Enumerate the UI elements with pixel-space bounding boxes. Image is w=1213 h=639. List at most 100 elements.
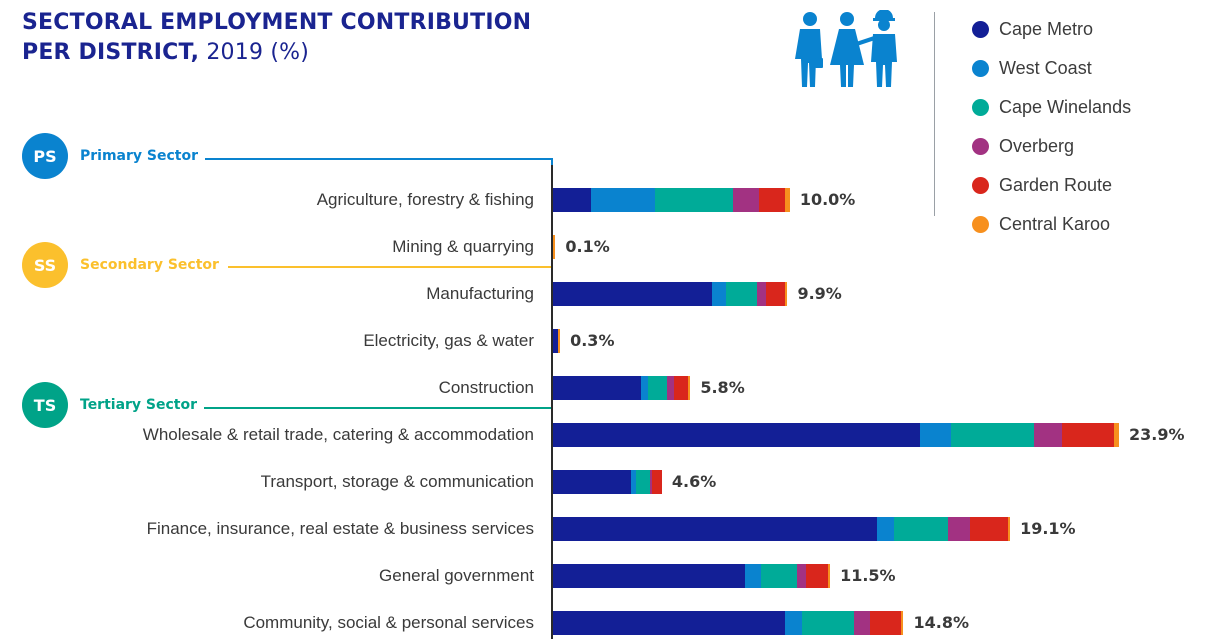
stacked-bar: [553, 564, 831, 588]
tertiary-sector: TS Tertiary Sector: [22, 382, 197, 428]
bar-segment: [553, 423, 921, 447]
bar-segment: [640, 376, 648, 400]
stacked-bar: [553, 611, 904, 635]
stacked-bar: [553, 376, 691, 400]
legend-item-overberg: Overberg: [972, 127, 1131, 166]
legend-divider: [934, 12, 935, 216]
legend-item-cape-winelands: Cape Winelands: [972, 88, 1131, 127]
title-line-2: PER DISTRICT, 2019 (%): [22, 38, 531, 68]
category-label: Transport, storage & communication: [260, 472, 534, 491]
category-label: Construction: [438, 378, 534, 397]
bar-segment: [654, 188, 733, 212]
legend-swatch: [972, 60, 989, 77]
bar-segment: [785, 611, 802, 635]
legend-item-central-karoo: Central Karoo: [972, 205, 1131, 244]
bar-segment: [553, 611, 786, 635]
value-label: 23.9%: [1129, 425, 1185, 444]
legend-label: Garden Route: [999, 175, 1113, 195]
category-label: Electricity, gas & water: [363, 331, 534, 350]
bar-segment: [652, 470, 662, 494]
legend-swatch: [972, 21, 989, 38]
bar-segment: [877, 517, 894, 541]
bar-segment: [796, 564, 807, 588]
bar-segment: [1007, 517, 1011, 541]
bar-segment: [948, 517, 970, 541]
bar-segment: [673, 376, 688, 400]
legend-swatch: [972, 177, 989, 194]
stacked-bar: [553, 517, 1011, 541]
chart-row: General government 11.5%: [0, 564, 1213, 588]
tertiary-sector-label: Tertiary Sector: [80, 397, 198, 413]
value-label: 9.9%: [797, 284, 842, 303]
category-label: Wholesale & retail trade, catering & acc…: [142, 425, 534, 444]
bar-segment: [759, 188, 786, 212]
primary-sector: PS Primary Sector: [22, 133, 198, 179]
category-label: General government: [379, 566, 534, 585]
secondary-sector: SS Secondary Sector: [22, 242, 219, 288]
value-label: 0.1%: [565, 237, 610, 256]
value-label: 5.8%: [700, 378, 745, 397]
bar-segment: [894, 517, 949, 541]
bar-segment: [553, 188, 591, 212]
bar-segment: [553, 470, 632, 494]
chart-row: Manufacturing 9.9%: [0, 282, 1213, 306]
category-label: Finance, insurance, real estate & busine…: [146, 519, 534, 538]
bar-segment: [1033, 423, 1063, 447]
value-label: 14.8%: [913, 613, 969, 632]
bar-segment: [725, 282, 757, 306]
value-label: 19.1%: [1020, 519, 1076, 538]
bar-segment: [553, 564, 745, 588]
stacked-bar: [553, 470, 662, 494]
legend-label: Cape Metro: [999, 19, 1094, 39]
chart-row: Wholesale & retail trade, catering & acc…: [0, 423, 1213, 447]
bar-segment: [635, 470, 651, 494]
stacked-bar: [553, 423, 1119, 447]
bar-segment: [766, 282, 786, 306]
chart-row: Agriculture, forestry & fishing 10.0%: [0, 188, 1213, 212]
chart-row: Electricity, gas & water 0.3%: [0, 329, 1213, 353]
bar-segment: [650, 470, 653, 494]
secondary-sector-badge: SS: [22, 242, 68, 288]
bar-segment: [901, 611, 904, 635]
value-label: 10.0%: [799, 190, 856, 209]
bar-segment: [711, 282, 726, 306]
stacked-bar: [553, 235, 556, 259]
bar-segment: [732, 188, 760, 212]
bar-segment: [785, 188, 790, 212]
bar-segment: [785, 282, 788, 306]
stacked-bar: [553, 329, 561, 353]
bar-segment: [631, 470, 636, 494]
legend-swatch: [972, 99, 989, 116]
bar-segment: [553, 282, 712, 306]
bar-segment: [806, 564, 828, 588]
legend-label: Cape Winelands: [999, 97, 1132, 117]
chart-row: Community, social & personal services 14.…: [0, 611, 1213, 635]
bar-segment: [553, 235, 556, 259]
stacked-bar: [553, 188, 790, 212]
bar-segment: [1062, 423, 1115, 447]
bar-segment: [666, 376, 674, 400]
bar-segment: [756, 282, 767, 306]
bar-segment: [870, 611, 902, 635]
title-line-2-bold: PER DISTRICT,: [22, 40, 200, 65]
bar-segment: [920, 423, 951, 447]
bar-segment: [557, 329, 561, 353]
bar-segment: [827, 564, 831, 588]
secondary-sector-line: [228, 266, 552, 268]
bar-segment: [801, 611, 854, 635]
bar-segment: [553, 376, 641, 400]
bar-segment: [969, 517, 1008, 541]
category-label: Manufacturing: [426, 284, 534, 303]
bar-segment: [590, 188, 655, 212]
chart-row: Construction 5.8%: [0, 376, 1213, 400]
bar-segment: [950, 423, 1034, 447]
category-axis: [551, 165, 553, 639]
chart-row: Finance, insurance, real estate & busine…: [0, 517, 1213, 541]
legend-label: Central Karoo: [999, 214, 1111, 234]
bar-segment: [1114, 423, 1119, 447]
primary-sector-badge: PS: [22, 133, 68, 179]
chart-row: Mining & quarrying 0.1%: [0, 235, 1213, 259]
value-label: 11.5%: [840, 566, 896, 585]
title-line-2-rest: 2019 (%): [199, 40, 310, 65]
bar-segment: [853, 611, 871, 635]
